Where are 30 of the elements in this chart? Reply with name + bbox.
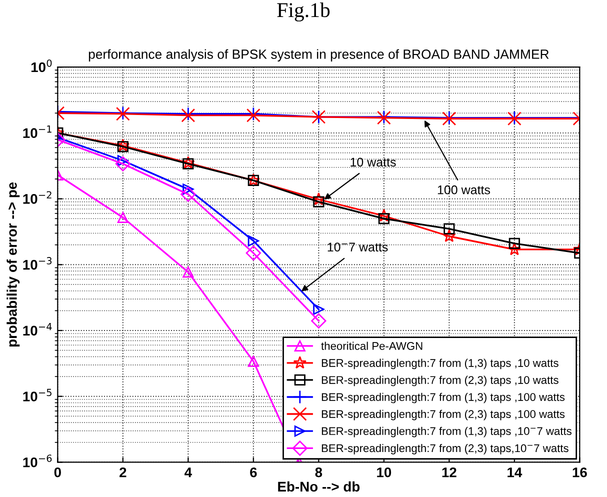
legend-label: theoritical Pe-AWGN [321, 342, 422, 350]
x-tick-label: 4 [184, 468, 192, 478]
x-tick-label: 6 [250, 467, 257, 478]
legend-label: BER-spreadinglength:7 from (1,3) taps ,10 watts [322, 358, 558, 370]
y-axis-title: probability of error --> pe [6, 182, 20, 346]
x-tick-label: 16 [572, 467, 587, 478]
y-tick-label: 10$^{0}$ [31, 59, 52, 72]
x-tick-label: 0 [54, 467, 61, 478]
y-tick-label: 10$^{−3}$ [23, 257, 52, 270]
annotation: 100 watts [438, 185, 490, 194]
legend-label: BER-spreadinglength:7 from (2,3) taps ,10 watts [322, 376, 558, 386]
x-tick-label: 8 [315, 467, 322, 478]
legend-label: BER-spreadinglength:7 from (2,3) taps ,100 watts [322, 410, 565, 420]
y-tick-label: 10$^{−6}$ [23, 454, 52, 468]
x-tick-label: 10 [377, 467, 392, 478]
annotation: 10$^{−}$7 watts [328, 242, 388, 252]
legend-label: BER-spreadinglength:7 from (1,3) taps ,100 watts [322, 392, 565, 404]
x-tick-label: 14 [508, 468, 522, 478]
legend-label: BER-spreadinglength:7 from (2,3) taps,10$^{−}$7 watts [322, 444, 568, 454]
y-tick-label: 10$^{−2}$ [23, 191, 52, 204]
chart-title: Fig.1b [277, 2, 330, 22]
y-tick-label: 10$^{−1}$ [23, 125, 52, 138]
x-tick-label: 2 [120, 467, 126, 478]
y-tick-label: 10$^{−5}$ [23, 388, 52, 402]
x-axis-title: Eb-No --> db [278, 481, 360, 492]
x-tick-label: 12 [442, 467, 456, 478]
chart-subtitle: performance analysis of BPSK system in presence of BROAD BAND JAMMER [88, 49, 549, 62]
y-tick-label: 10$^{−4}$ [23, 323, 52, 336]
legend-label: BER-spreadinglength:7 from (1,3) taps ,10$^{−}$7 watts [322, 426, 572, 438]
annotation: 10 watts [350, 158, 396, 167]
